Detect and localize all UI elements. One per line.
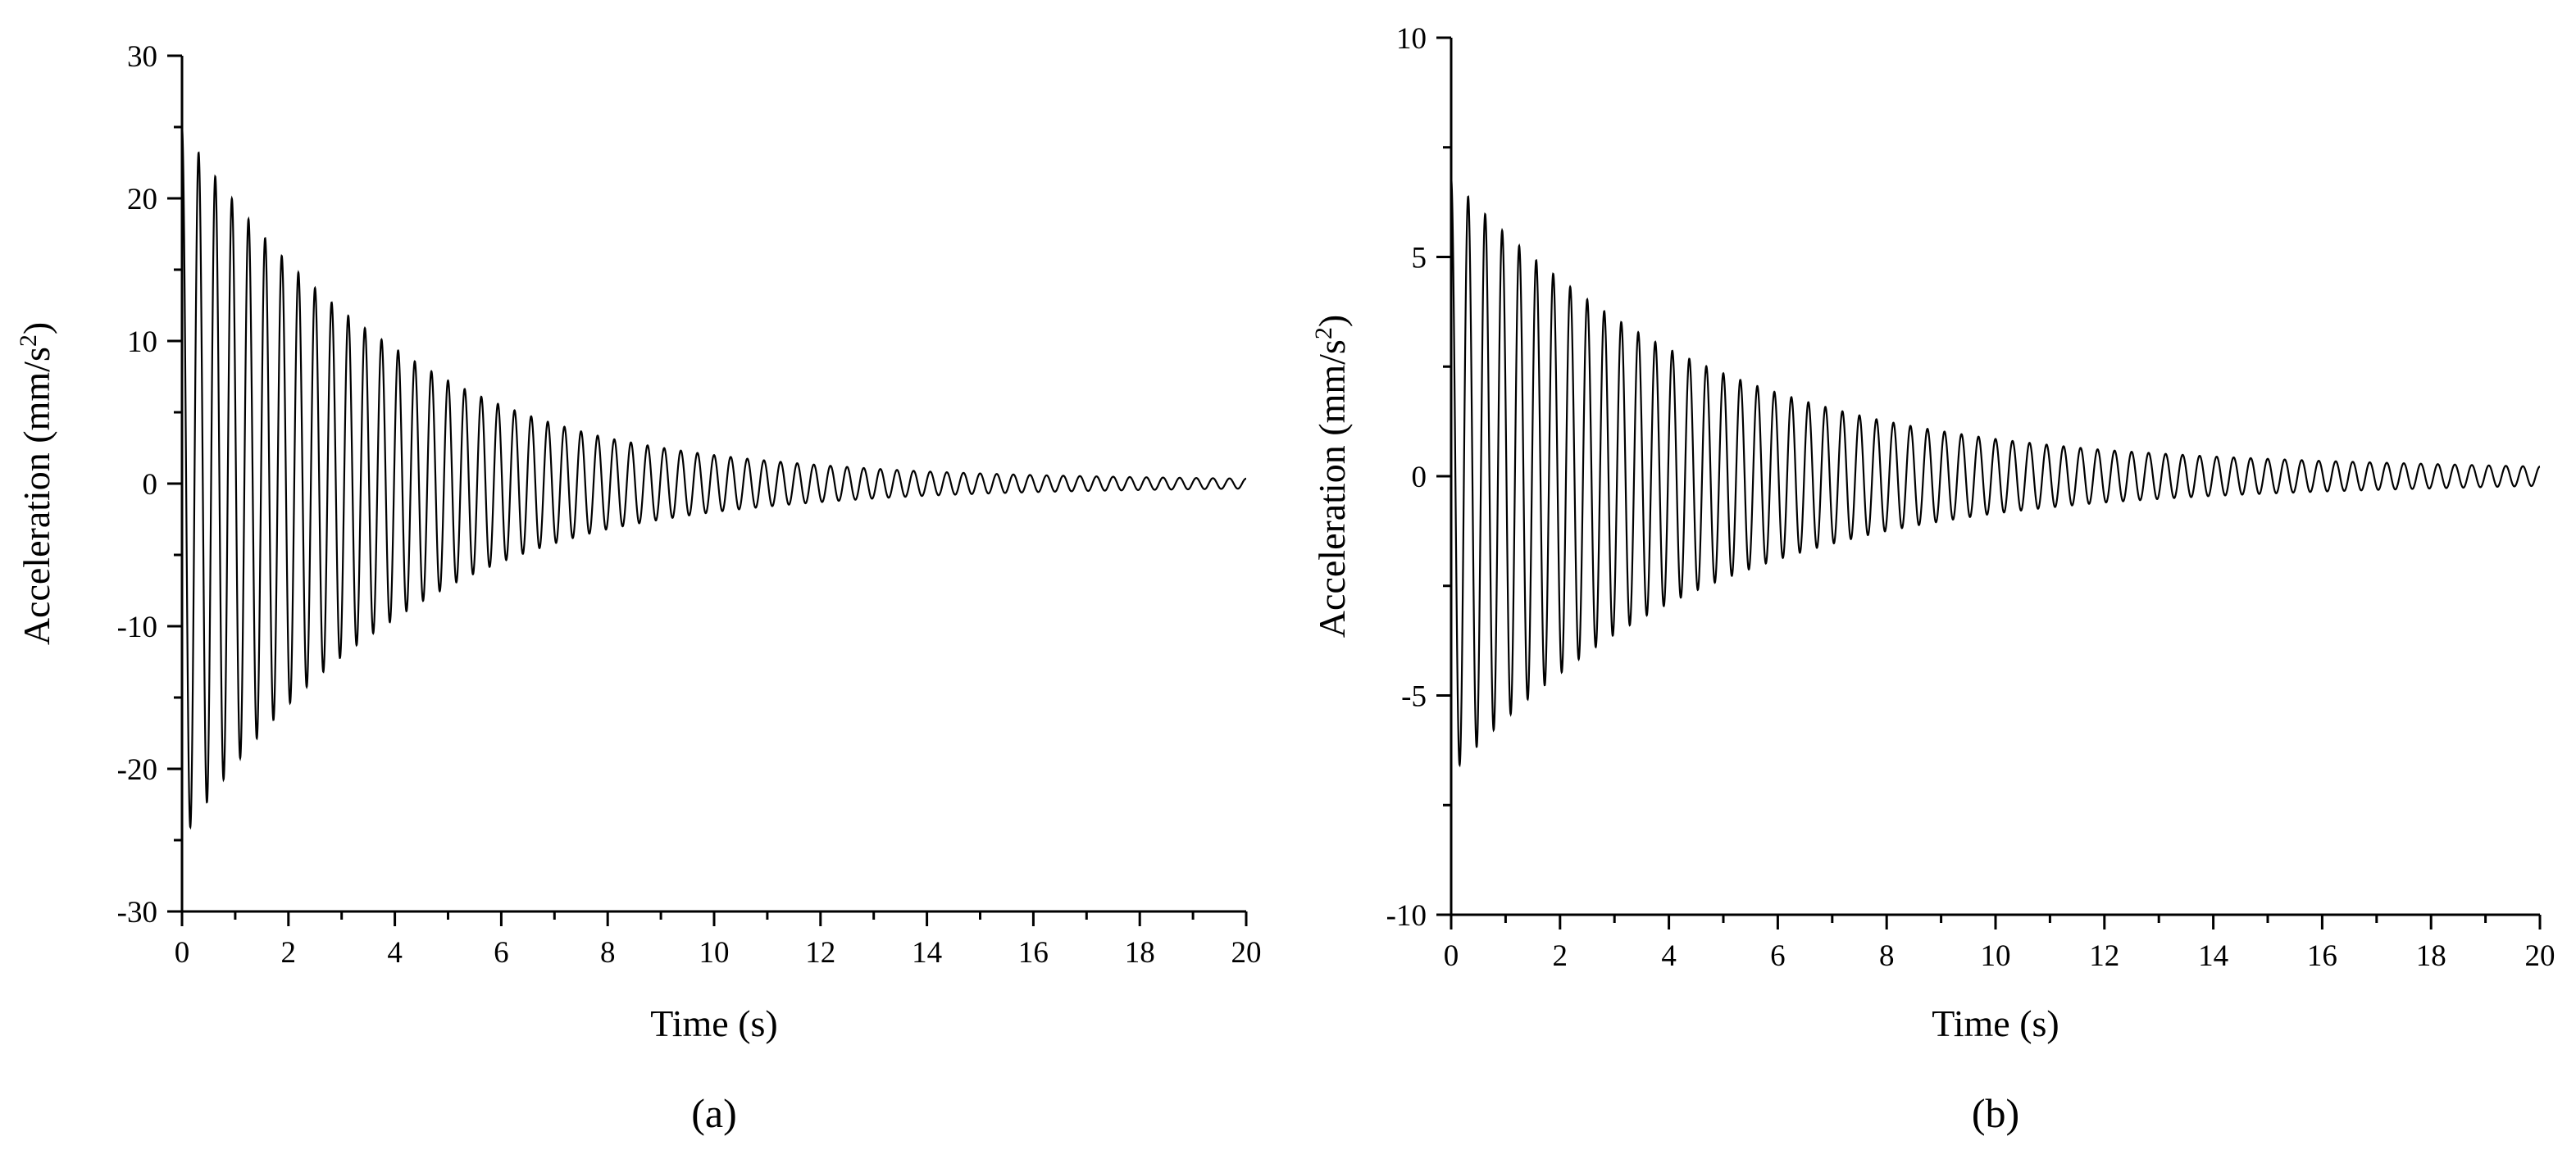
x-tick-label: 12	[2089, 939, 2119, 973]
y-axis-title-b: Acceleration (mm/s2)	[1310, 315, 1354, 638]
x-tick-label: 10	[699, 936, 730, 970]
x-tick-label: 6	[1770, 939, 1786, 973]
x-ticks-a: 0 2 4 6 8 10 12 14 16 18 20	[175, 911, 1262, 970]
x-ticks-b: 0 2 4 6 8 10 12 14 16 18 20	[1444, 915, 2556, 973]
panel-label-a: (a)	[691, 1090, 737, 1136]
y-axis-title-a: Acceleration (mm/s2)	[15, 322, 58, 645]
x-tick-label: 20	[2525, 939, 2556, 973]
plot-area-b	[1450, 177, 2541, 768]
x-tick-label: 16	[1018, 936, 1049, 970]
y-tick-label: 0	[1412, 461, 1427, 494]
y-axis-title-sup-b: 2	[1310, 327, 1337, 339]
series-line-a	[180, 126, 1247, 830]
x-tick-label: 14	[2198, 939, 2228, 973]
y-tick-label: 10	[1396, 22, 1427, 56]
y-tick-label: 5	[1412, 242, 1427, 275]
y-tick-label: 0	[143, 468, 158, 502]
x-tick-label: 10	[1981, 939, 2011, 973]
y-tick-label: 10	[127, 325, 157, 359]
y-tick-label: -20	[117, 753, 157, 787]
x-tick-label: 0	[1444, 939, 1459, 973]
y-axis-title-text-a: Acceleration (mm/s	[16, 347, 57, 645]
y-axis-title-text-b: Acceleration (mm/s	[1311, 339, 1353, 638]
series-line-b	[1450, 177, 2541, 768]
x-tick-label: 16	[2307, 939, 2337, 973]
y-tick-label: -5	[1401, 680, 1427, 714]
panel-label-b: (b)	[1972, 1090, 2019, 1136]
x-tick-label: 4	[387, 936, 403, 970]
x-tick-label: 2	[1553, 939, 1568, 973]
y-axis-title-close-a: )	[16, 322, 57, 334]
x-tick-label: 8	[600, 936, 616, 970]
y-axis-title-close-b: )	[1311, 315, 1353, 327]
y-tick-label: -10	[117, 611, 157, 644]
x-axis-title-a: Time (s)	[650, 1002, 778, 1044]
x-axis-title-b: Time (s)	[1932, 1002, 2059, 1044]
y-tick-label: -30	[117, 896, 157, 929]
plot-area-a	[180, 126, 1247, 830]
y-tick-label: 20	[127, 183, 157, 216]
chart-panel-b: -10 -5 0 5 10 0 2 4 6 8 10 12 14 16 18 20 Time (s) Acc…	[1310, 22, 2556, 1136]
y-ticks-b: -10 -5 0 5 10	[1386, 22, 1451, 933]
chart-panel-a: -30 -20 -10 0 10 20 30 0 2 4 6 8 10 12 14 16 18 20 Time …	[15, 40, 1262, 1136]
x-tick-label: 4	[1661, 939, 1677, 973]
y-axis-title-sup-a: 2	[15, 334, 42, 347]
x-tick-label: 0	[175, 936, 190, 970]
x-tick-label: 2	[281, 936, 297, 970]
x-tick-label: 20	[1231, 936, 1262, 970]
x-tick-label: 12	[805, 936, 835, 970]
x-tick-label: 18	[2416, 939, 2446, 973]
y-tick-label: 30	[127, 40, 157, 74]
y-ticks-a: -30 -20 -10 0 10 20 30	[117, 40, 182, 929]
x-tick-label: 14	[912, 936, 942, 970]
x-tick-label: 18	[1125, 936, 1155, 970]
x-tick-label: 8	[1879, 939, 1895, 973]
x-tick-label: 6	[494, 936, 509, 970]
y-tick-label: -10	[1386, 899, 1427, 933]
